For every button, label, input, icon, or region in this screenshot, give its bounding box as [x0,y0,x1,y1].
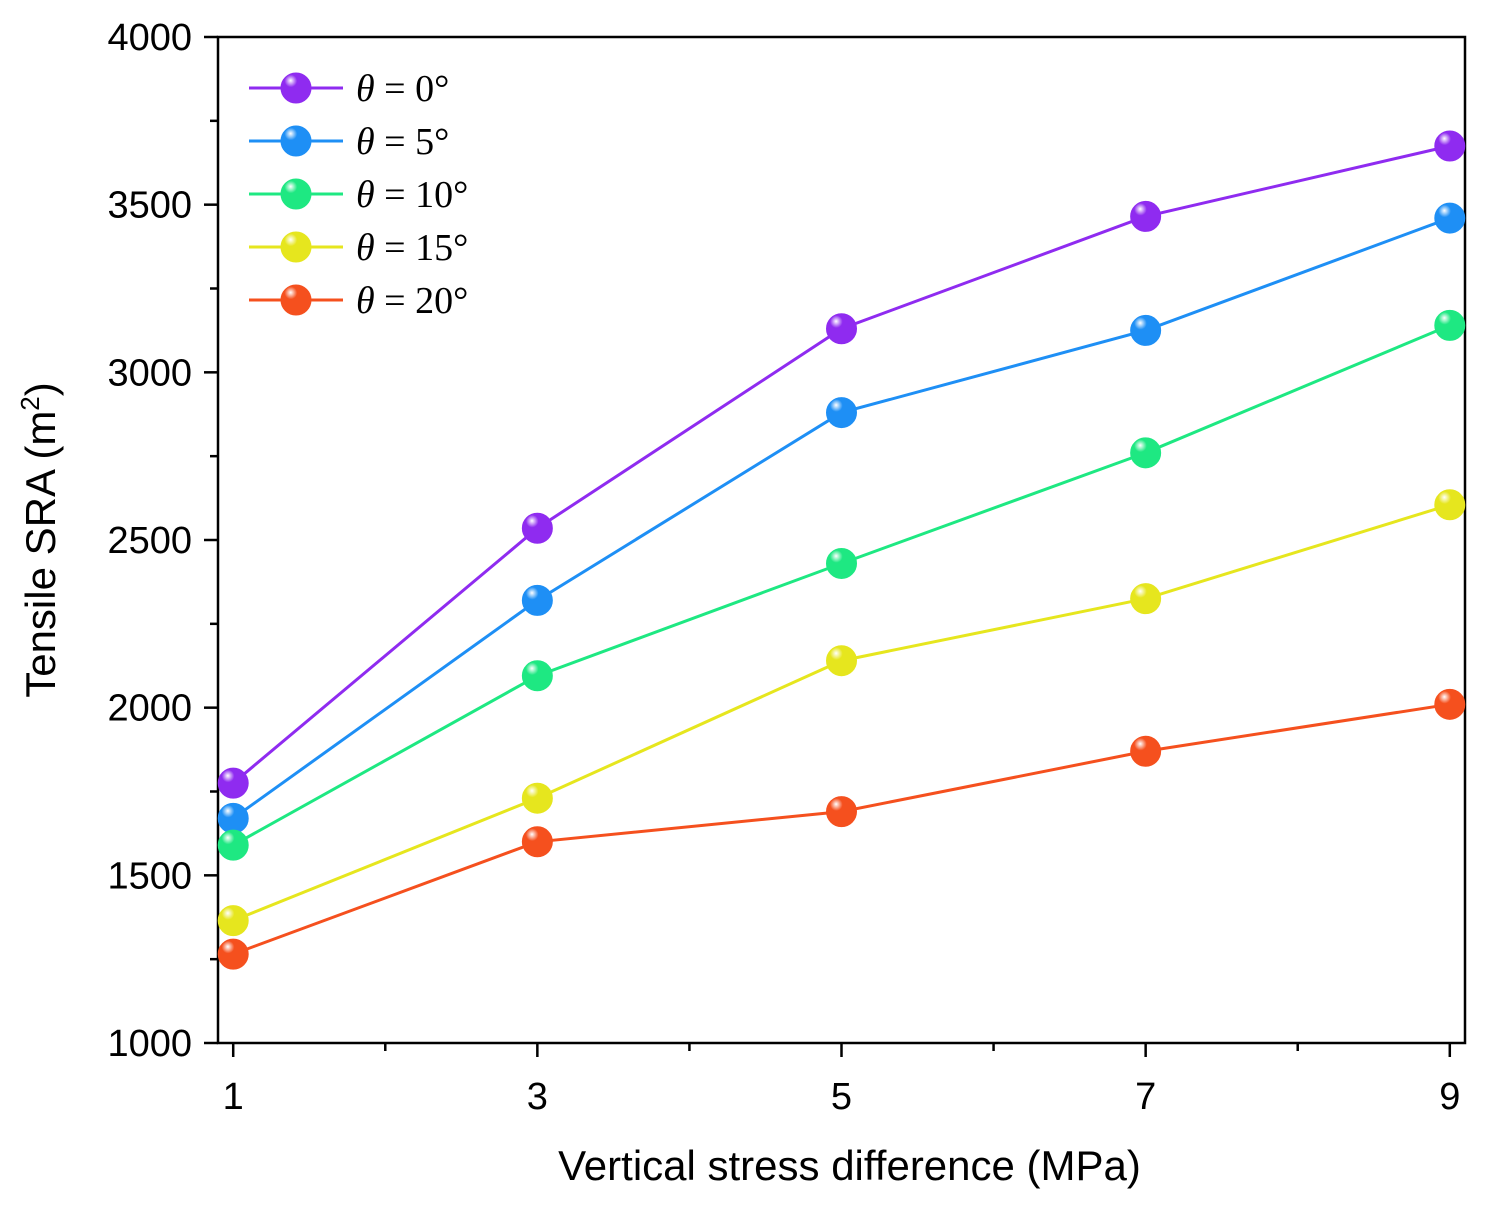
legend-symbol: θ [356,174,375,216]
legend-item: θ = 20° [249,280,468,322]
y-tick-label: 2500 [107,520,192,562]
data-point [217,938,249,970]
legend-item: θ = 0° [249,68,449,110]
legend-label: θ = 15° [356,227,468,269]
series-layer [217,130,1466,970]
legend-symbol: θ [356,121,375,163]
y-tick-label: 2000 [107,688,192,730]
data-point [521,782,553,814]
x-tick-label: 7 [1135,1076,1156,1118]
y-tick-label: 1500 [107,855,192,897]
series-4 [217,688,1466,970]
data-point [217,905,249,937]
y-tick-label: 3000 [107,352,192,394]
y-tick-label: 3500 [107,185,192,227]
legend-value: = 0° [375,68,450,110]
y-axis-title-close: ) [17,382,64,396]
data-point [217,767,249,799]
legend-symbol: θ [356,280,375,322]
data-point [1130,437,1162,469]
legend-marker [280,231,312,263]
data-point [826,397,857,429]
legend-item: θ = 10° [249,174,468,216]
y-axis-title-superscript: 2 [15,396,45,410]
data-point [1434,489,1466,521]
legend-label: θ = 10° [356,174,468,216]
legend-marker [280,178,312,210]
data-point [1434,309,1466,341]
y-axis-title: Tensile SRA (m2) [15,382,64,698]
legend-value: = 15° [375,227,469,269]
data-point [521,660,553,692]
legend-marker [280,284,312,316]
data-point [217,802,249,834]
axis-titles: Vertical stress difference (MPa) Tensile … [15,382,1141,1189]
data-point [1434,688,1466,720]
data-point [826,645,857,677]
legend-item: θ = 15° [249,227,468,269]
data-point [1130,735,1162,767]
data-point [1434,130,1466,162]
y-tick-label: 4000 [107,17,192,59]
series-line [232,702,1451,956]
data-point [521,826,553,858]
series-2 [217,309,1466,861]
legend-value: = 20° [375,280,469,322]
x-tick-label: 3 [527,1076,548,1118]
x-tick-label: 5 [831,1076,852,1118]
series-3 [217,489,1466,937]
legend-value: = 5° [375,121,450,163]
series-1 [217,202,1466,834]
data-point [217,829,249,861]
data-point [521,512,553,544]
legend-label: θ = 20° [356,280,468,322]
legend-marker [280,72,312,104]
axes: 1000 1500 2000 2500 3000 3500 4000 1 3 5 7 9 [107,17,1467,1118]
series-0 [217,130,1466,799]
legend-label: θ = 0° [356,68,449,110]
data-point [1434,202,1466,234]
data-point [826,796,857,828]
y-tick-label: 1000 [107,1023,192,1065]
data-point [521,584,553,616]
data-point [826,547,857,579]
x-tick-label: 9 [1439,1076,1460,1118]
legend-item: θ = 5° [249,121,449,163]
legend: θ = 0°θ = 5°θ = 10°θ = 15°θ = 20° [249,68,468,322]
data-point [1130,314,1162,346]
x-tick-label: 1 [223,1076,244,1118]
legend-symbol: θ [356,68,375,110]
legend-symbol: θ [356,227,375,269]
x-axis-title: Vertical stress difference (MPa) [558,1142,1141,1189]
y-axis-title-main: Tensile SRA (m [17,411,64,698]
data-point [826,313,857,345]
data-point [1130,583,1162,615]
data-point [1130,200,1162,232]
legend-label: θ = 5° [356,121,449,163]
legend-value: = 10° [375,174,469,216]
legend-marker [280,125,312,157]
